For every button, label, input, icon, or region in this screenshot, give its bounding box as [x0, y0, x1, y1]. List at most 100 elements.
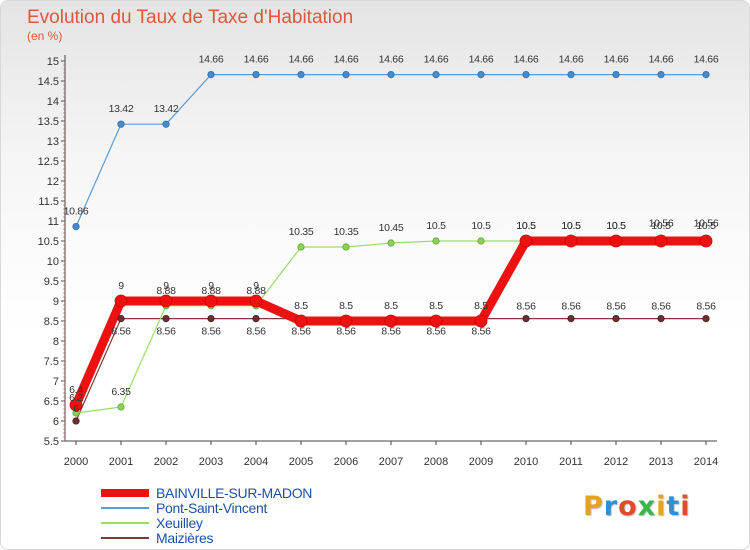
data-label: 10.5: [561, 220, 581, 232]
legend-item-bainville: BAINVILLE-SUR-MADON: [101, 485, 361, 501]
series-lines: [71, 73, 711, 422]
logo-letter: P: [583, 491, 604, 522]
data-point: [384, 314, 398, 328]
data-label: 9: [253, 280, 259, 292]
data-label: 8.56: [201, 326, 221, 338]
logo-letter: t: [666, 491, 681, 522]
data-label: 10.5: [516, 220, 536, 232]
data-label: 14.66: [424, 54, 449, 66]
y-tick-label: 7: [53, 376, 59, 388]
x-tick-label: 2009: [469, 456, 493, 468]
data-label: 8.5: [429, 300, 443, 312]
data-label: 10.5: [651, 220, 671, 232]
data-label: 9: [208, 280, 214, 292]
legend-item-maizieres: Maizières: [101, 530, 361, 546]
data-point: [69, 398, 83, 412]
data-point: [567, 71, 575, 79]
data-label: 8.56: [426, 326, 446, 338]
data-label: 8.5: [339, 300, 353, 312]
data-label: 10.5: [606, 220, 626, 232]
data-label: 6: [73, 403, 79, 415]
data-label: 6.35: [111, 386, 131, 398]
y-tick-label: 6: [53, 416, 59, 428]
data-point: [294, 314, 308, 328]
data-label: 8.56: [111, 326, 131, 338]
y-tick-label: 6.5: [44, 396, 59, 408]
data-label: 14.66: [334, 54, 359, 66]
data-point: [387, 71, 395, 79]
x-tick-label: 2001: [109, 456, 133, 468]
data-label: 8.56: [561, 301, 581, 313]
data-label: 14.66: [244, 54, 269, 66]
data-point: [699, 234, 713, 248]
data-point: [609, 234, 623, 248]
data-point: [114, 294, 128, 308]
y-tick-label: 9.5: [44, 276, 59, 288]
y-tick-label: 15: [47, 56, 59, 68]
series-line-1: [75, 73, 707, 228]
x-tick-label: 2003: [199, 456, 223, 468]
y-tick-label: 7.5: [44, 356, 59, 368]
data-point: [522, 314, 530, 323]
data-label: 14.66: [649, 54, 674, 66]
data-label: 9: [118, 280, 124, 292]
proxiti-logo: Proxiti: [583, 491, 691, 522]
data-label: 8.56: [381, 326, 401, 338]
data-label: 8.56: [246, 326, 266, 338]
data-label: 10.86: [64, 206, 89, 218]
x-tick-label: 2011: [559, 456, 583, 468]
data-label: 8.56: [516, 301, 536, 313]
data-point: [567, 314, 575, 323]
data-label: 8.88: [156, 285, 176, 297]
data-point: [612, 71, 620, 79]
logo-letter: i: [656, 491, 667, 522]
y-tick-label: 11: [48, 216, 59, 228]
data-label: 8.56: [471, 326, 491, 338]
y-tick-label: 8.5: [44, 316, 59, 328]
y-tick-label: 5.5: [44, 436, 59, 448]
data-point: [654, 234, 668, 248]
x-tick-label: 2013: [649, 456, 673, 468]
data-label: 8.5: [474, 300, 488, 312]
legend-label-xeuilley: Xeuilley: [156, 515, 203, 531]
data-label: 14.66: [559, 54, 584, 66]
data-point: [207, 314, 215, 323]
data-point: [72, 223, 80, 231]
data-point: [249, 294, 263, 308]
data-point: [342, 243, 350, 251]
data-label: 10.45: [379, 222, 404, 234]
data-label: 6.4: [69, 384, 83, 396]
data-point: [432, 237, 440, 245]
data-label: 9: [163, 280, 169, 292]
logo-letter: r: [603, 491, 619, 522]
data-point: [339, 314, 353, 328]
data-point: [252, 314, 260, 323]
x-tick-label: 2008: [424, 456, 448, 468]
legend-item-xeuilley: Xeuilley: [101, 515, 361, 531]
data-point: [519, 234, 533, 248]
x-tick-label: 2004: [244, 456, 268, 468]
data-label: 14.66: [469, 54, 494, 66]
series-points: [69, 71, 713, 425]
data-label: 8.56: [651, 301, 671, 313]
y-tick-label: 14.5: [38, 76, 59, 88]
y-tick-label: 8: [53, 336, 59, 348]
data-point: [297, 71, 305, 79]
y-tick-label: 9: [53, 296, 59, 308]
x-tick-label: 2007: [379, 456, 403, 468]
data-label: 10.5: [696, 220, 716, 232]
data-point: [432, 71, 440, 79]
data-label: 14.66: [694, 54, 719, 66]
y-tick-label: 14: [47, 96, 59, 108]
x-tick-label: 2014: [694, 456, 718, 468]
data-label: 10.5: [471, 220, 491, 232]
data-label: 8.56: [156, 326, 176, 338]
legend-label-pont-saint-vincent: Pont-Saint-Vincent: [156, 500, 268, 516]
data-label: 8.88: [201, 285, 221, 297]
data-label: 8.5: [384, 300, 398, 312]
y-tick-label: 12: [47, 176, 59, 188]
data-point: [117, 403, 125, 411]
data-label: 10.5: [561, 220, 581, 232]
